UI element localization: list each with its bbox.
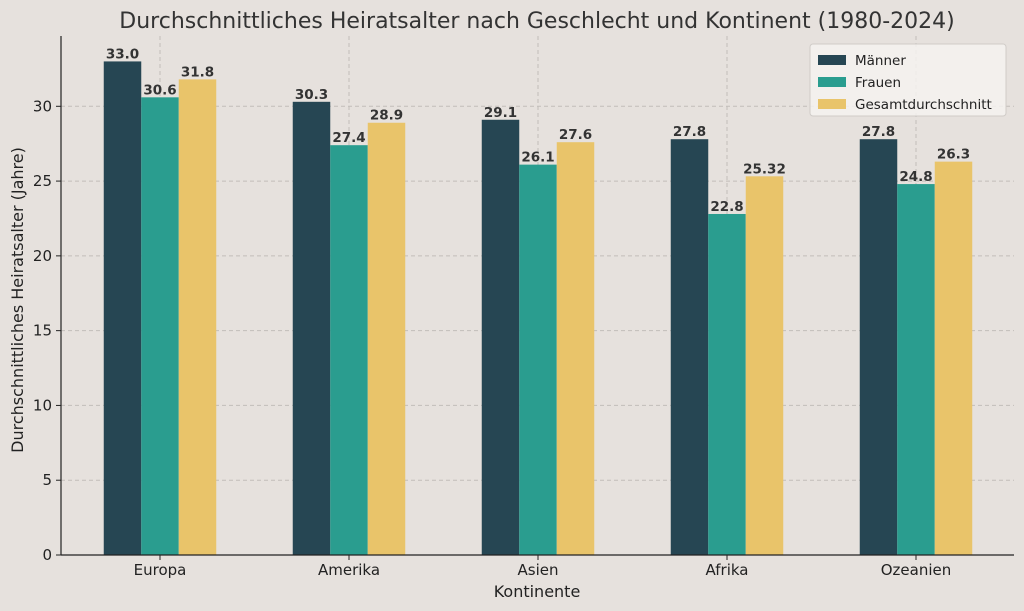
bar-frauen-europa xyxy=(141,97,179,556)
bar-männer-afrika xyxy=(670,139,709,556)
y-tick-label: 30 xyxy=(33,97,52,115)
y-tick-label: 15 xyxy=(33,322,52,340)
bar-value-label: 26.3 xyxy=(937,147,970,163)
y-tick-label: 0 xyxy=(42,546,52,564)
legend-swatch xyxy=(818,55,846,65)
y-tick-label: 25 xyxy=(33,172,52,190)
y-tick-label: 10 xyxy=(33,396,52,414)
bar-value-label: 31.8 xyxy=(181,64,214,80)
bar-männer-asien xyxy=(481,119,520,555)
x-tick-label: Afrika xyxy=(706,561,749,579)
bar-frauen-asien xyxy=(519,164,557,555)
bar-männer-ozeanien xyxy=(859,139,898,556)
x-tick-label: Ozeanien xyxy=(881,561,952,579)
bar-value-label: 28.9 xyxy=(370,108,403,124)
bar-value-labels: 33.0 30.3 29.1 27.8 27.8 30.6 27.4 26.1 22.8 24.8… xyxy=(106,46,970,215)
bar-value-label: 26.1 xyxy=(521,150,554,166)
bar-frauen-amerika xyxy=(330,145,368,555)
x-axis-label: Kontinente xyxy=(494,582,581,601)
bar-gesamtdurchschnitt-afrika xyxy=(745,176,784,555)
y-tick-labels: 0 5 10 15 20 25 30 xyxy=(33,97,52,564)
bar-männer-amerika xyxy=(292,101,331,555)
y-tick-label: 5 xyxy=(42,471,52,489)
bar-value-label: 24.8 xyxy=(899,169,932,185)
bar-value-label: 29.1 xyxy=(484,105,517,121)
bar-value-label: 27.4 xyxy=(332,130,365,146)
bar-value-label: 27.8 xyxy=(673,124,706,140)
legend-entry: Frauen xyxy=(855,75,901,91)
bar-value-label: 22.8 xyxy=(710,199,743,215)
bar-gesamtdurchschnitt-ozeanien xyxy=(934,161,973,555)
bars xyxy=(103,61,973,556)
x-tick-label: Asien xyxy=(518,561,559,579)
bar-frauen-afrika xyxy=(708,213,746,555)
x-tick-label: Europa xyxy=(134,561,187,579)
y-axis-label: Durchschnittliches Heiratsalter (Jahre) xyxy=(8,147,27,453)
legend-box xyxy=(809,43,1007,117)
legend-entry: Gesamtdurchschnitt xyxy=(855,97,992,113)
x-tick-labels: Europa Amerika Asien Afrika Ozeanien xyxy=(134,561,952,579)
bar-value-label: 30.3 xyxy=(295,87,328,103)
x-tick-label: Amerika xyxy=(318,561,380,579)
legend-swatch xyxy=(818,77,846,87)
bar-gesamtdurchschnitt-amerika xyxy=(367,122,406,556)
legend-swatch xyxy=(818,99,846,109)
bar-value-label: 25.32 xyxy=(743,161,786,177)
chart-title: Durchschnittliches Heiratsalter nach Ges… xyxy=(119,9,954,34)
y-tick-label: 20 xyxy=(33,247,52,265)
bar-frauen-ozeanien xyxy=(897,184,935,555)
bar-value-label: 30.6 xyxy=(143,82,176,98)
bar-value-label: 33.0 xyxy=(106,46,139,62)
bar-value-label: 27.8 xyxy=(862,124,895,140)
axes xyxy=(56,36,1014,560)
bar-männer-europa xyxy=(103,61,142,555)
bar-gesamtdurchschnitt-asien xyxy=(556,142,595,555)
legend-entry: Männer xyxy=(855,53,906,69)
bar-value-label: 27.6 xyxy=(559,127,592,143)
legend: Männer Frauen Gesamtdurchschnitt xyxy=(809,43,1007,117)
bar-gesamtdurchschnitt-europa xyxy=(178,79,217,556)
